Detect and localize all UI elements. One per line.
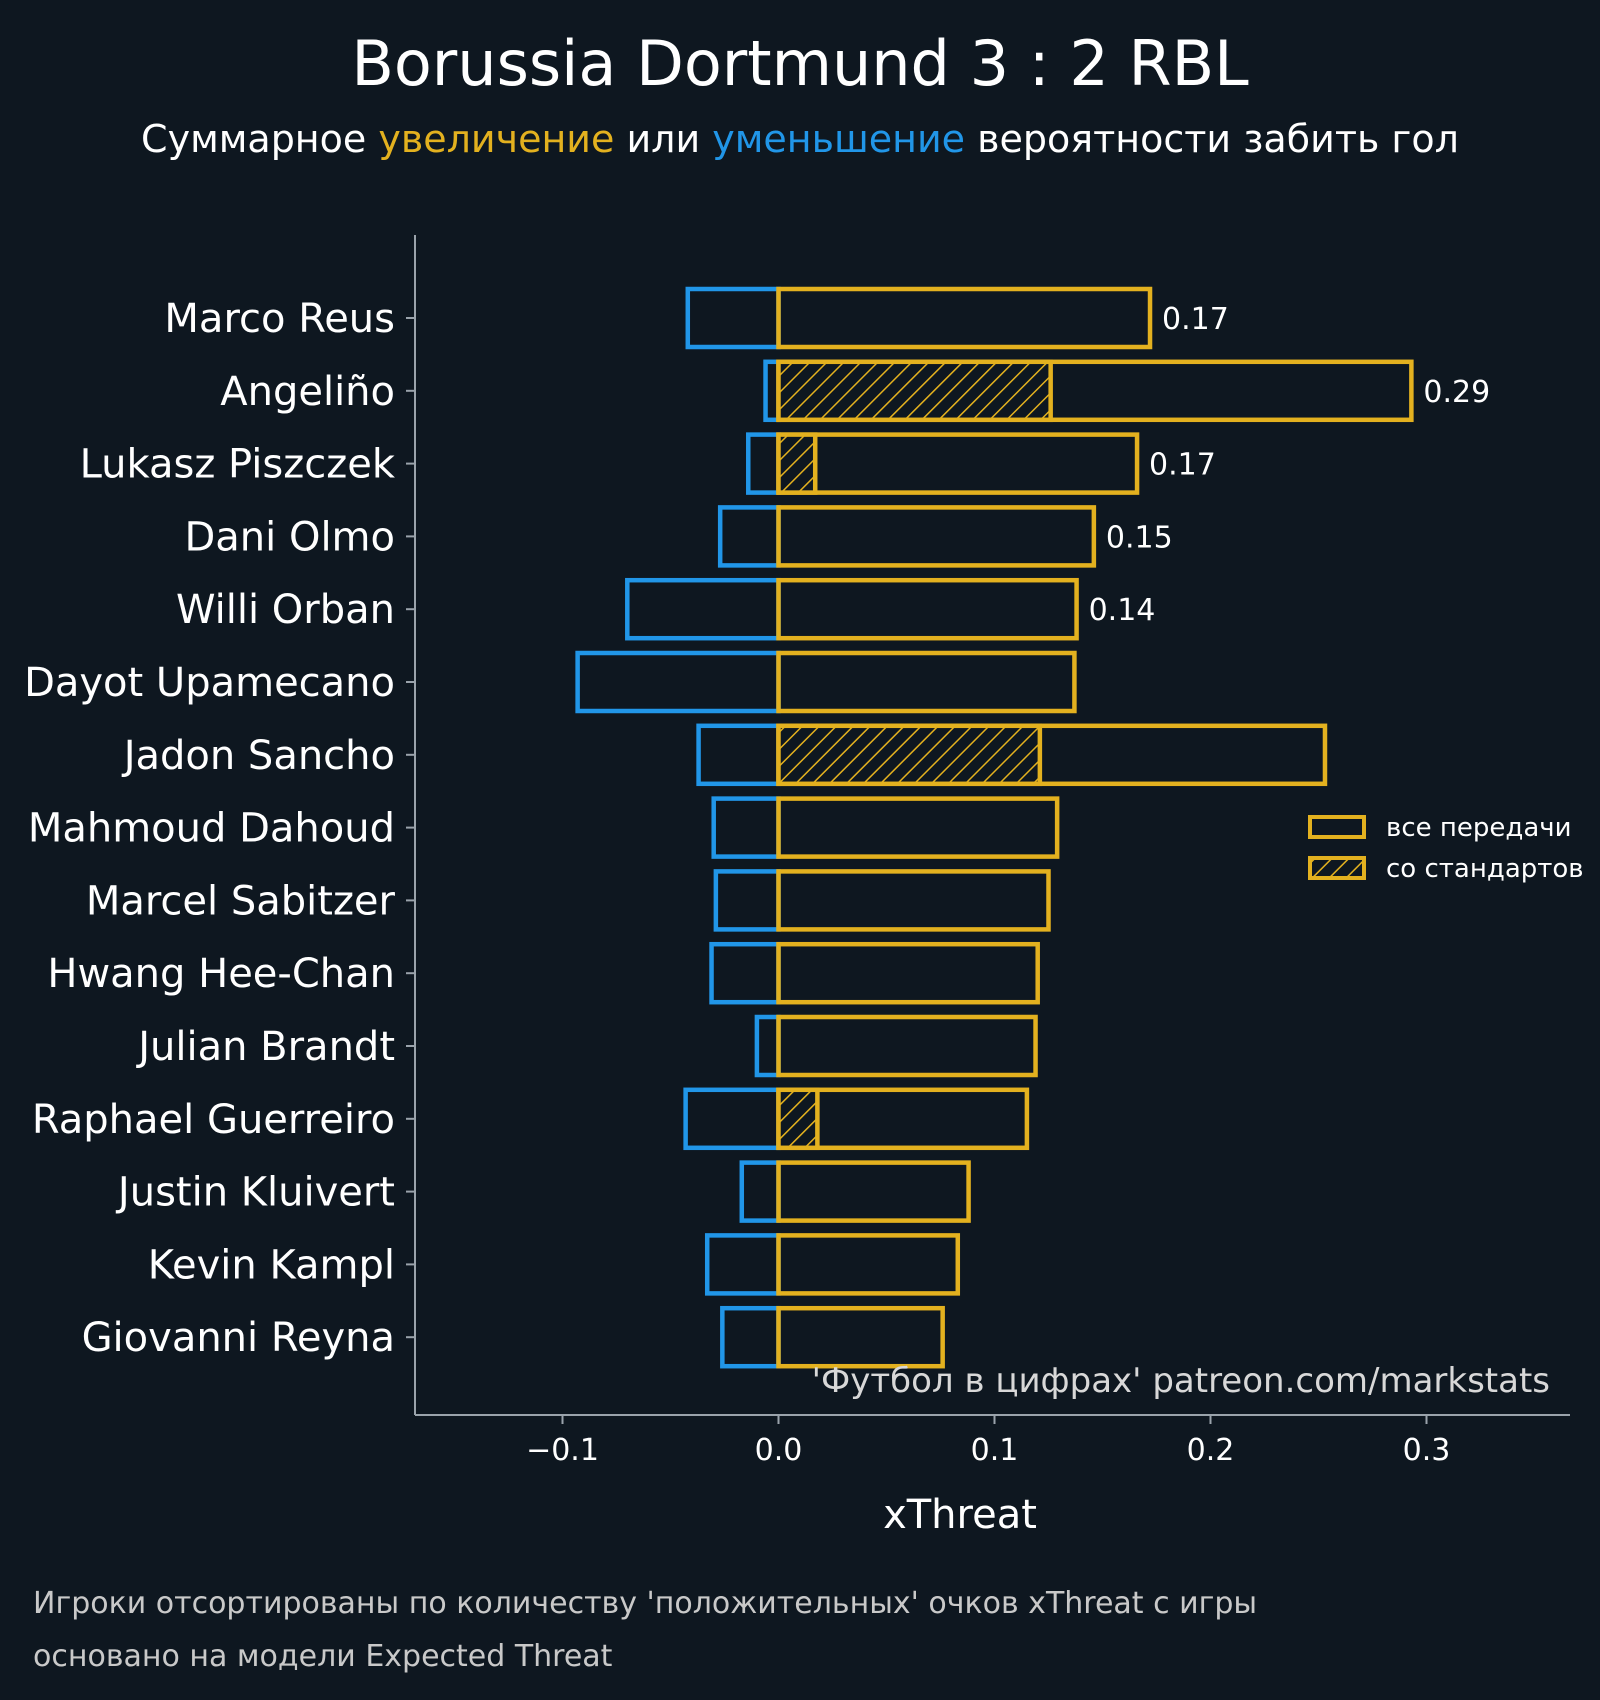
player-label: Hwang Hee-Chan (47, 951, 395, 997)
x-tick-label: 0.0 (755, 1433, 803, 1468)
x-axis-label: xThreat (883, 1492, 1037, 1538)
bar-positive (776, 1305, 945, 1369)
bar-set-pieces (776, 359, 1053, 423)
value-label: 0.17 (1149, 448, 1216, 483)
player-labels-group: Marco Reus Angeliño Lukasz Piszczek Dani Ol… (24, 296, 396, 1361)
legend-label-all-passes: все передачи (1386, 813, 1572, 843)
bar-set-pieces (776, 432, 818, 495)
legend-swatch-all-passes (1308, 815, 1366, 839)
bar-positive (776, 1014, 1038, 1078)
player-label: Dani Olmo (184, 514, 395, 560)
player-label: Julian Brandt (135, 1024, 395, 1070)
value-label: 0.29 (1423, 375, 1490, 410)
bar-positive (776, 869, 1051, 932)
player-label: Marcel Sabitzer (86, 878, 396, 924)
footnote-line-2: основано на модели Expected Threat (33, 1639, 613, 1674)
player-label: Jadon Sancho (121, 733, 395, 779)
value-label: 0.14 (1089, 593, 1156, 628)
player-label: Kevin Kampl (148, 1242, 395, 1288)
x-tick-label: 0.2 (1187, 1433, 1235, 1468)
bar-positive (776, 796, 1060, 859)
y-axis (406, 235, 416, 1415)
subtitle-suffix: вероятности забить гол (965, 117, 1459, 161)
player-label: Raphael Guerreiro (32, 1097, 395, 1143)
subtitle-middle: или (614, 117, 712, 161)
bar-positive (776, 941, 1040, 1005)
x-axis: −0.1 0.0 0.1 0.2 0.3 (415, 1414, 1570, 1468)
bars-group (575, 286, 1414, 1369)
player-label: Mahmoud Dahoud (28, 806, 395, 852)
chart-subtitle: Суммарное увеличение или уменьшение веро… (141, 117, 1459, 161)
subtitle-prefix: Суммарное (141, 117, 378, 161)
bar-positive (776, 1160, 971, 1223)
value-label: 0.15 (1106, 520, 1173, 555)
bar-positive (776, 1233, 961, 1296)
player-label: Willi Orban (176, 587, 395, 633)
subtitle-decrease: уменьшение (712, 117, 965, 161)
x-tick-label: 0.1 (971, 1433, 1019, 1468)
legend: все передачи со стандартов (1308, 813, 1584, 884)
chart-title: Borussia Dortmund 3 : 2 RBL (351, 27, 1249, 100)
bar-set-pieces (776, 723, 1043, 787)
bar-positive (776, 650, 1077, 714)
player-label: Angeliño (220, 369, 395, 415)
player-label: Marco Reus (164, 296, 395, 342)
watermark: 'Футбол в цифрах' patreon.com/markstats (812, 1361, 1550, 1401)
legend-swatch-set-pieces (1308, 856, 1366, 880)
bar-set-pieces (776, 1087, 820, 1151)
value-label: 0.17 (1162, 302, 1229, 337)
bar-positive (776, 286, 1153, 350)
player-label: Justin Kluivert (115, 1170, 395, 1216)
footnote-line-1: Игроки отсортированы по количеству 'поло… (33, 1586, 1257, 1621)
x-tick-label: −0.1 (526, 1433, 599, 1468)
bar-positive (776, 577, 1079, 641)
player-label: Giovanni Reyna (82, 1315, 395, 1361)
x-tick-label: 0.3 (1403, 1433, 1451, 1468)
value-labels-group: 0.17 0.29 0.17 0.15 0.14 (1089, 302, 1491, 628)
bar-positive (776, 505, 1097, 568)
subtitle-increase: увеличение (378, 117, 614, 161)
player-label: Dayot Upamecano (24, 660, 395, 706)
player-label: Lukasz Piszczek (80, 442, 396, 488)
legend-label-set-pieces: со стандартов (1386, 854, 1584, 884)
